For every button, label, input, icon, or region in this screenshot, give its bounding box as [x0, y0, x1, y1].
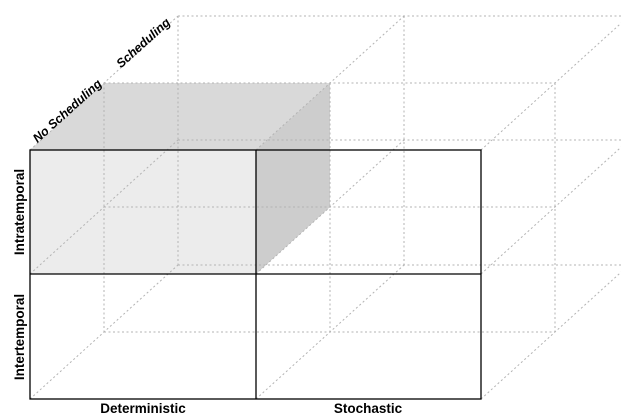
- highlighted-cell-front-face: [30, 150, 256, 274]
- highlighted-cell-side-face: [256, 83, 330, 274]
- front-face-grid: [29, 149, 482, 400]
- highlighted-cell: [30, 83, 330, 274]
- cube-wireframe: [29, 15, 621, 400]
- axis-label-deterministic: Deterministic: [100, 401, 186, 416]
- axis-label-intratemporal: Intratemporal: [12, 169, 27, 255]
- highlighted-cell-top-face: [30, 83, 330, 150]
- axis-label-scheduling: Scheduling: [114, 15, 174, 71]
- axis-label-intertemporal: Intertemporal: [12, 294, 27, 380]
- axis-label-stochastic: Stochastic: [334, 401, 403, 416]
